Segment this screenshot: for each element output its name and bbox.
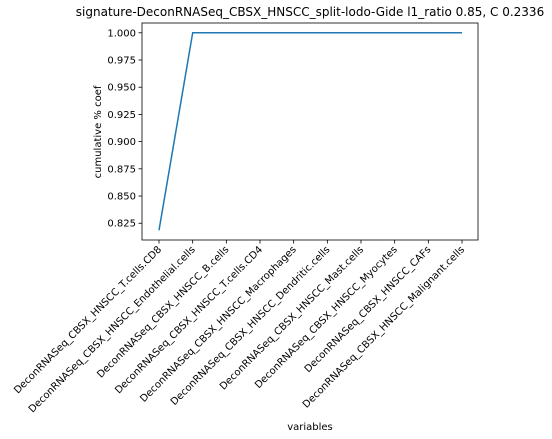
y-tick-label: 0.825 bbox=[107, 219, 136, 230]
y-tick-label: 1.000 bbox=[107, 28, 136, 39]
x-tick-label: DeconRNASeq_CBSX_HNSCC_Macrophages bbox=[138, 244, 298, 404]
y-tick-label: 0.975 bbox=[107, 56, 136, 67]
y-axis-title: cumulative % coef bbox=[93, 85, 104, 178]
x-tick-label: DeconRNASeq_CBSX_HNSCC_CAFs bbox=[303, 244, 434, 375]
x-tick-label: DeconRNASeq_CBSX_HNSCC_Malignant.cells bbox=[301, 244, 467, 410]
plot-frame bbox=[141, 22, 479, 241]
chart-title: signature-DeconRNASeq_CBSX_HNSCC_split-l… bbox=[76, 5, 544, 19]
plot-area: 0.825 0.850 0.875 0.900 0.925 0.950 0.975 1.000… bbox=[12, 22, 479, 415]
y-tick-label: 0.925 bbox=[107, 110, 136, 121]
y-tick-label: 0.875 bbox=[107, 164, 136, 175]
y-tick-label: 0.850 bbox=[107, 192, 136, 203]
y-tick-label: 0.950 bbox=[107, 83, 136, 94]
y-axis: 0.825 0.850 0.875 0.900 0.925 0.950 0.975 1.000 bbox=[107, 28, 142, 230]
y-tick-label: 0.900 bbox=[107, 137, 136, 148]
series-line bbox=[158, 32, 462, 231]
x-tick-label: DeconRNASeq_CBSX_HNSCC_Dendritic.cells bbox=[169, 244, 333, 408]
x-axis-title: variables bbox=[287, 422, 333, 433]
x-axis: DeconRNASeq_CBSX_HNSCC_T.cells.CD8DeconR… bbox=[12, 240, 467, 415]
